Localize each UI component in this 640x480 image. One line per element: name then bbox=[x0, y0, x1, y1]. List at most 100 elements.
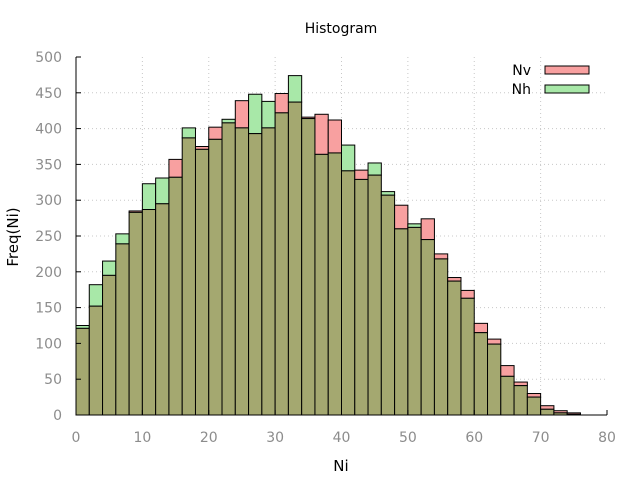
bar-nv bbox=[420, 218, 435, 241]
bar-overlap bbox=[208, 138, 223, 416]
bar-overlap bbox=[420, 239, 435, 416]
bar-nh bbox=[261, 100, 276, 129]
bar-overlap bbox=[433, 258, 449, 416]
x-axis-label: Ni bbox=[333, 457, 348, 475]
bar-overlap bbox=[155, 203, 170, 416]
bar-nh bbox=[287, 75, 303, 103]
bar-overlap bbox=[128, 211, 143, 416]
y-tick-label: 350 bbox=[35, 157, 62, 173]
bar-overlap bbox=[314, 153, 329, 416]
x-tick-label: 0 bbox=[72, 430, 81, 446]
y-tick-label: 300 bbox=[35, 193, 62, 209]
bar-nh bbox=[407, 223, 422, 228]
bar-nv bbox=[487, 338, 502, 345]
y-tick-label: 500 bbox=[35, 50, 62, 66]
bar-overlap bbox=[341, 170, 356, 416]
bar-overlap bbox=[194, 148, 210, 416]
bar-nv bbox=[354, 169, 369, 180]
legend-label-nv: Nv bbox=[512, 63, 531, 79]
bar-overlap bbox=[394, 228, 409, 416]
y-tick-label: 250 bbox=[35, 229, 62, 245]
x-tick-label: 70 bbox=[532, 430, 550, 446]
bar-nv bbox=[447, 277, 462, 282]
bar-nv bbox=[540, 405, 555, 410]
bar-overlap bbox=[447, 280, 462, 416]
y-axis-label: Freq(Ni) bbox=[4, 207, 22, 266]
y-tick-label: 400 bbox=[35, 122, 62, 138]
bar-overlap bbox=[181, 137, 196, 416]
x-tick-label: 60 bbox=[465, 430, 483, 446]
bar-overlap bbox=[500, 375, 515, 416]
x-tick-label: 40 bbox=[333, 430, 351, 446]
bar-overlap bbox=[102, 274, 117, 416]
bar-nv bbox=[500, 365, 515, 377]
y-tick-label: 200 bbox=[35, 265, 62, 281]
bar-nh bbox=[102, 260, 117, 276]
bar-nh bbox=[367, 162, 382, 176]
bar-overlap bbox=[380, 194, 396, 416]
bar-nv bbox=[460, 289, 475, 299]
bar-nh bbox=[88, 284, 104, 307]
bar-nv bbox=[234, 100, 250, 129]
bar-nh bbox=[115, 233, 130, 245]
x-tick-label: 80 bbox=[598, 430, 616, 446]
bar-overlap bbox=[88, 305, 104, 416]
axes bbox=[75, 56, 608, 416]
bar-overlap bbox=[487, 343, 502, 416]
bar-overlap bbox=[248, 133, 263, 416]
legend: Nv Nh bbox=[512, 63, 590, 98]
bar-nh bbox=[248, 93, 263, 135]
bar-overlap bbox=[407, 226, 422, 416]
y-tick-label: 150 bbox=[35, 301, 62, 317]
bar-nv bbox=[327, 119, 343, 154]
bar-nh bbox=[341, 144, 356, 172]
bar-overlap bbox=[301, 118, 316, 416]
bar-overlap bbox=[221, 122, 236, 416]
bar-overlap bbox=[540, 408, 555, 416]
bar-overlap bbox=[367, 174, 382, 416]
legend-label-nh: Nh bbox=[512, 82, 531, 98]
bar-overlap bbox=[75, 327, 90, 416]
legend-swatch-nh bbox=[544, 84, 590, 94]
legend-swatch-nv bbox=[544, 65, 590, 75]
bar-overlap bbox=[473, 332, 489, 416]
bar-overlap bbox=[460, 297, 475, 416]
bar-overlap bbox=[354, 178, 369, 416]
bar-overlap bbox=[234, 127, 250, 416]
x-tick-label: 20 bbox=[200, 430, 218, 446]
bar-overlap bbox=[141, 209, 157, 416]
bars bbox=[75, 75, 581, 416]
bar-nv bbox=[168, 158, 183, 178]
bar-overlap bbox=[513, 385, 528, 416]
bar-nv bbox=[208, 126, 223, 140]
bar-nv bbox=[513, 381, 528, 387]
bar-overlap bbox=[261, 127, 276, 416]
y-tick-label: 0 bbox=[53, 408, 62, 424]
bar-overlap bbox=[274, 112, 289, 416]
bar-nh bbox=[380, 191, 396, 196]
bar-overlap bbox=[287, 101, 303, 416]
bar-nv bbox=[526, 393, 542, 398]
bar-nv bbox=[473, 322, 489, 334]
bar-overlap bbox=[526, 396, 542, 416]
bar-overlap bbox=[115, 243, 130, 416]
bar-nh bbox=[181, 127, 196, 139]
chart-title: Histogram bbox=[305, 21, 378, 37]
bar-nv bbox=[394, 204, 409, 230]
tick-labels: 0 50 100 150 200 250 300 350 400 450 500 0 10 20 30 40 5… bbox=[35, 50, 616, 446]
y-tick-label: 50 bbox=[44, 372, 62, 388]
y-tick-label: 100 bbox=[35, 336, 62, 352]
x-tick-label: 10 bbox=[133, 430, 151, 446]
bar-nv bbox=[314, 113, 329, 155]
bar-nh bbox=[155, 177, 170, 205]
bar-overlap bbox=[168, 176, 183, 416]
bar-overlap bbox=[327, 152, 343, 416]
y-tick-label: 450 bbox=[35, 86, 62, 102]
bar-nv bbox=[433, 253, 449, 260]
bar-nh bbox=[141, 183, 157, 211]
bar-nh bbox=[221, 118, 236, 124]
bar-nv bbox=[274, 93, 289, 114]
x-tick-label: 30 bbox=[266, 430, 284, 446]
x-tick-label: 50 bbox=[399, 430, 417, 446]
